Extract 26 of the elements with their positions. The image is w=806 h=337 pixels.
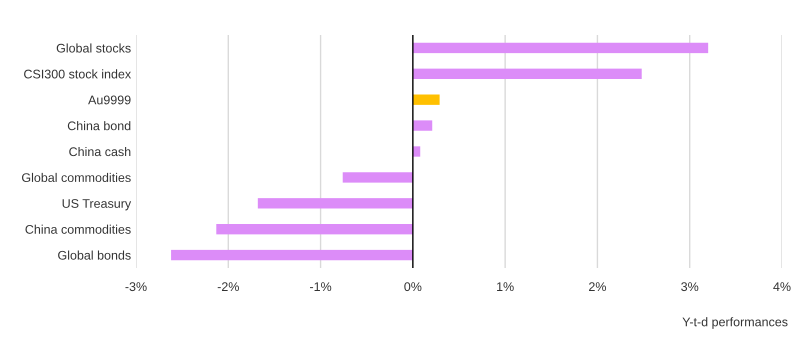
y-tick-label: CSI300 stock index <box>24 69 132 78</box>
x-tick-label: -1% <box>310 282 332 292</box>
bar <box>216 224 413 234</box>
x-tick-label: 1% <box>497 282 514 292</box>
bar <box>412 120 432 131</box>
bar <box>412 68 642 80</box>
y-tick-label: China commodities <box>25 224 131 234</box>
y-tick-label: China cash <box>69 146 130 156</box>
x-tick-label: -2% <box>218 282 239 292</box>
y-tick-label: China bond <box>68 121 130 130</box>
bar <box>412 42 708 54</box>
y-tick-label: US Treasury <box>62 199 132 210</box>
y-tick-label: Global bonds <box>58 250 131 260</box>
y-tick-label: Global stocks <box>56 43 131 53</box>
bar <box>171 250 413 260</box>
x-tick-label: 2% <box>589 282 606 292</box>
x-axis-title: Y-t-d performances <box>682 317 788 329</box>
x-tick-label: 0% <box>404 282 422 292</box>
bar <box>258 198 413 208</box>
bar <box>342 172 413 183</box>
y-tick-label: Global commodities <box>22 172 131 182</box>
bar <box>412 94 440 105</box>
x-tick-label: 3% <box>681 282 698 292</box>
x-tick-label: -3% <box>125 282 147 292</box>
x-tick-label: 4% <box>773 282 791 292</box>
y-tick-label: Au9999 <box>88 96 131 104</box>
